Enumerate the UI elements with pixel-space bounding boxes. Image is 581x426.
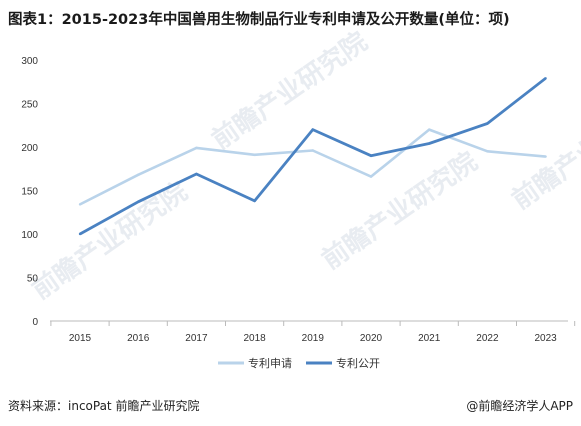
data-point	[369, 154, 373, 157]
chart-title: 图表1：2015-2023年中国兽用生物制品行业专利申请及公开数量(单位：项)	[8, 12, 510, 28]
legend-label-1: 专利申请	[248, 356, 292, 370]
legend-label-2: 专利公开	[336, 356, 380, 370]
x-tick-label: 2017	[185, 333, 208, 344]
x-tick-label: 2021	[418, 333, 441, 344]
data-point	[486, 150, 489, 153]
x-tick-label: 2016	[127, 333, 150, 344]
data-point	[486, 122, 489, 125]
x-tick-label: 2018	[243, 333, 266, 344]
y-tick-label: 0	[32, 317, 38, 328]
footer: 资料来源：incoPat 前瞻产业研究院 @前瞻经济学人APP	[8, 397, 573, 414]
x-tick-label: 2022	[476, 333, 499, 344]
data-point	[137, 200, 140, 204]
x-tick-label: 2023	[534, 333, 557, 344]
data-point	[428, 142, 431, 145]
data-point	[428, 128, 431, 131]
data-point	[369, 175, 373, 178]
watermark-text: 前瞻产业研究院	[26, 176, 193, 306]
y-tick-label: 250	[21, 100, 38, 111]
data-point	[311, 149, 314, 152]
x-axis: 2015 2016 2017 2018 2019 2020 2021 2022 2023	[50, 320, 576, 344]
source-note: 资料来源：incoPat 前瞻产业研究院	[8, 399, 200, 413]
x-tick-label: 2020	[360, 333, 383, 344]
data-point	[78, 232, 82, 236]
data-point	[253, 199, 256, 203]
y-tick-label: 50	[27, 274, 39, 285]
y-tick-label: 100	[21, 230, 38, 241]
data-point	[544, 77, 547, 80]
data-point	[311, 128, 314, 131]
data-point	[253, 153, 256, 157]
watermark-text: 前瞻产业研究院	[506, 86, 581, 216]
x-tick-label: 2019	[302, 333, 325, 344]
data-point	[78, 203, 82, 206]
y-axis: 0 50 100 150 200 250 300	[21, 56, 38, 328]
watermark-text: 前瞻产业研究院	[206, 26, 373, 156]
data-point	[195, 172, 198, 176]
data-point	[195, 146, 198, 150]
brand-label: @前瞻经济学人APP	[466, 399, 573, 413]
series-lines	[78, 77, 547, 236]
y-tick-label: 300	[21, 56, 38, 67]
data-point	[137, 173, 140, 177]
legend: 专利申请 专利公开	[218, 356, 380, 370]
x-tick-label: 2015	[69, 333, 92, 344]
y-tick-label: 150	[21, 187, 38, 198]
watermark-text: 前瞻产业研究院	[316, 146, 483, 276]
y-tick-label: 200	[21, 143, 38, 154]
data-point	[544, 155, 547, 158]
